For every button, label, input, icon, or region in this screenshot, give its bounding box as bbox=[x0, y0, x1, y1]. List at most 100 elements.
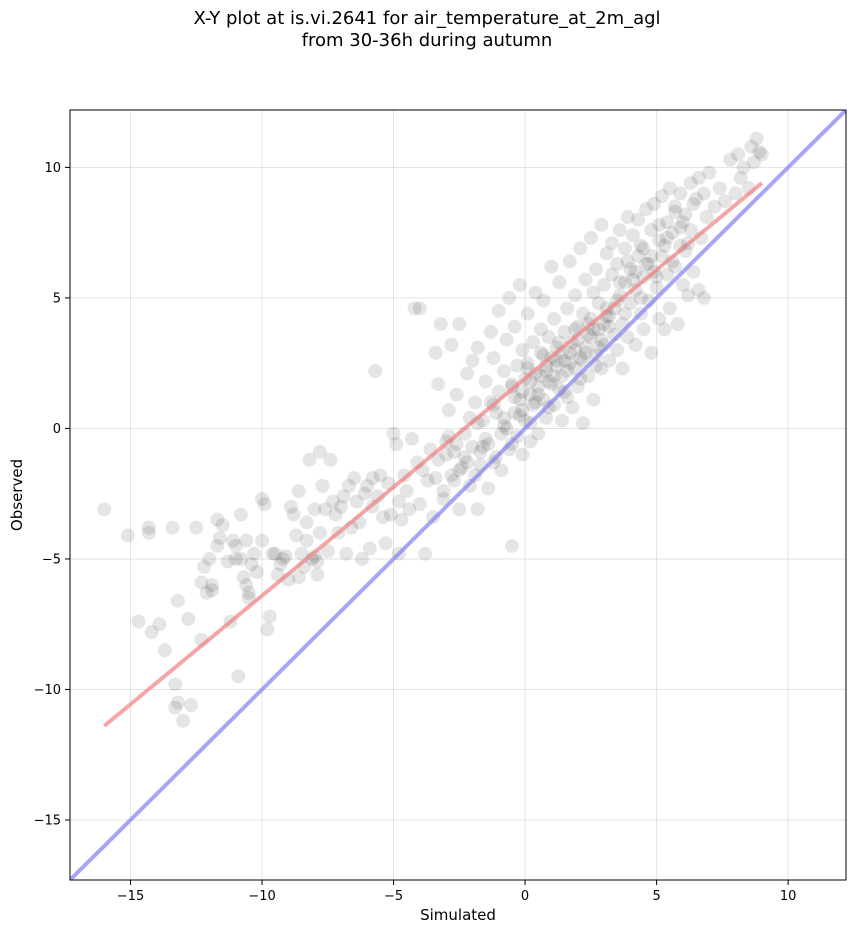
scatter-point bbox=[565, 400, 580, 415]
scatter-point bbox=[691, 283, 706, 298]
scatter-point bbox=[194, 575, 209, 590]
scatter-point bbox=[652, 311, 667, 326]
scatter-point bbox=[420, 473, 435, 488]
scatter-point bbox=[646, 196, 661, 211]
scatter-point bbox=[404, 431, 419, 446]
scatter-point bbox=[512, 408, 527, 423]
scatter-point bbox=[515, 447, 530, 462]
scatter-point bbox=[568, 343, 583, 358]
scatter-point bbox=[644, 223, 659, 238]
scatter-point bbox=[226, 533, 241, 548]
scatter-point bbox=[278, 549, 293, 564]
scatter-point bbox=[486, 350, 501, 365]
y-tick-label: 10 bbox=[44, 161, 61, 176]
scatter-point bbox=[299, 533, 314, 548]
scatter-point bbox=[199, 585, 214, 600]
scatter-point bbox=[641, 257, 656, 271]
scatter-point bbox=[294, 546, 309, 561]
scatter-point bbox=[531, 426, 546, 441]
scatter-point bbox=[210, 538, 225, 553]
scatter-point bbox=[675, 277, 690, 292]
y-tick-label: −15 bbox=[34, 813, 61, 828]
scatter-point bbox=[428, 471, 443, 486]
scatter-point bbox=[618, 275, 633, 290]
scatter-point bbox=[604, 267, 619, 282]
scatter-point bbox=[528, 395, 543, 410]
scatter-point bbox=[660, 230, 675, 245]
scatter-point bbox=[686, 264, 701, 279]
scatter-point bbox=[612, 275, 627, 290]
scatter-point bbox=[449, 387, 464, 402]
scatter-point bbox=[460, 366, 475, 381]
scatter-point bbox=[212, 531, 227, 546]
scatter-point bbox=[602, 319, 617, 334]
scatter-point bbox=[436, 491, 451, 506]
scatter-point bbox=[202, 551, 217, 566]
plot-frame bbox=[69, 109, 847, 881]
scatter-point bbox=[628, 264, 643, 279]
scatter-point bbox=[197, 559, 212, 574]
scatter-point bbox=[247, 546, 262, 561]
scatter-point bbox=[499, 421, 514, 436]
scatter-point bbox=[457, 450, 472, 465]
scatter-point bbox=[97, 502, 112, 517]
y-tick-label: −10 bbox=[34, 683, 61, 698]
scatter-point bbox=[447, 473, 462, 488]
scatter-point bbox=[744, 139, 759, 154]
scatter-point bbox=[310, 554, 325, 569]
x-tick-label: −5 bbox=[384, 889, 403, 904]
scatter-point bbox=[470, 502, 485, 517]
scatter-point bbox=[465, 439, 480, 454]
scatter-point bbox=[657, 322, 672, 337]
scatter-point bbox=[547, 369, 562, 384]
x-tick-label: −15 bbox=[117, 889, 144, 904]
scatter-point bbox=[620, 210, 635, 225]
scatter-point bbox=[236, 570, 251, 585]
scatter-point bbox=[502, 290, 517, 305]
scatter-point bbox=[312, 444, 327, 459]
scatter-point bbox=[515, 343, 530, 358]
scatter-point bbox=[491, 303, 506, 318]
scatter-point bbox=[310, 567, 325, 582]
scatter-point bbox=[368, 364, 383, 379]
x-tick-label: 0 bbox=[521, 889, 529, 904]
scatter-point bbox=[268, 546, 283, 561]
scatter-point bbox=[255, 491, 270, 506]
identity-line bbox=[70, 110, 846, 880]
scatter-point bbox=[533, 369, 548, 384]
scatter-point bbox=[528, 285, 543, 300]
scatter-point bbox=[575, 353, 590, 368]
scatter-point bbox=[412, 497, 427, 512]
scatter-point bbox=[249, 565, 264, 579]
scatter-point bbox=[702, 165, 717, 180]
scatter-point bbox=[554, 369, 569, 384]
scatter-point bbox=[675, 215, 690, 230]
scatter-point bbox=[276, 551, 291, 566]
scatter-point bbox=[323, 452, 338, 467]
scatter-point bbox=[618, 241, 633, 256]
scatter-point bbox=[215, 518, 230, 533]
scatter-point bbox=[562, 356, 577, 371]
scatter-point bbox=[431, 452, 446, 467]
scatter-point bbox=[696, 290, 711, 305]
scatter-point bbox=[489, 405, 504, 420]
scatter-point bbox=[362, 541, 377, 556]
scatter-point bbox=[205, 578, 220, 593]
scatter-point bbox=[452, 502, 467, 517]
chart-title-line-2: from 30-36h during autumn bbox=[301, 30, 553, 51]
scatter-point bbox=[578, 340, 593, 355]
scatter-point bbox=[717, 194, 732, 209]
scatter-point bbox=[525, 335, 540, 350]
lines-layer bbox=[70, 110, 846, 880]
scatter-point bbox=[141, 520, 156, 535]
scatter-point bbox=[536, 392, 551, 407]
scatter-point bbox=[444, 468, 459, 483]
scatter-point bbox=[239, 533, 254, 548]
scatter-point bbox=[683, 223, 698, 238]
scatter-point bbox=[633, 238, 648, 253]
scatter-point bbox=[531, 379, 546, 394]
scatter-point bbox=[439, 447, 454, 462]
scatter-point bbox=[723, 152, 738, 167]
scatter-point bbox=[328, 507, 343, 522]
